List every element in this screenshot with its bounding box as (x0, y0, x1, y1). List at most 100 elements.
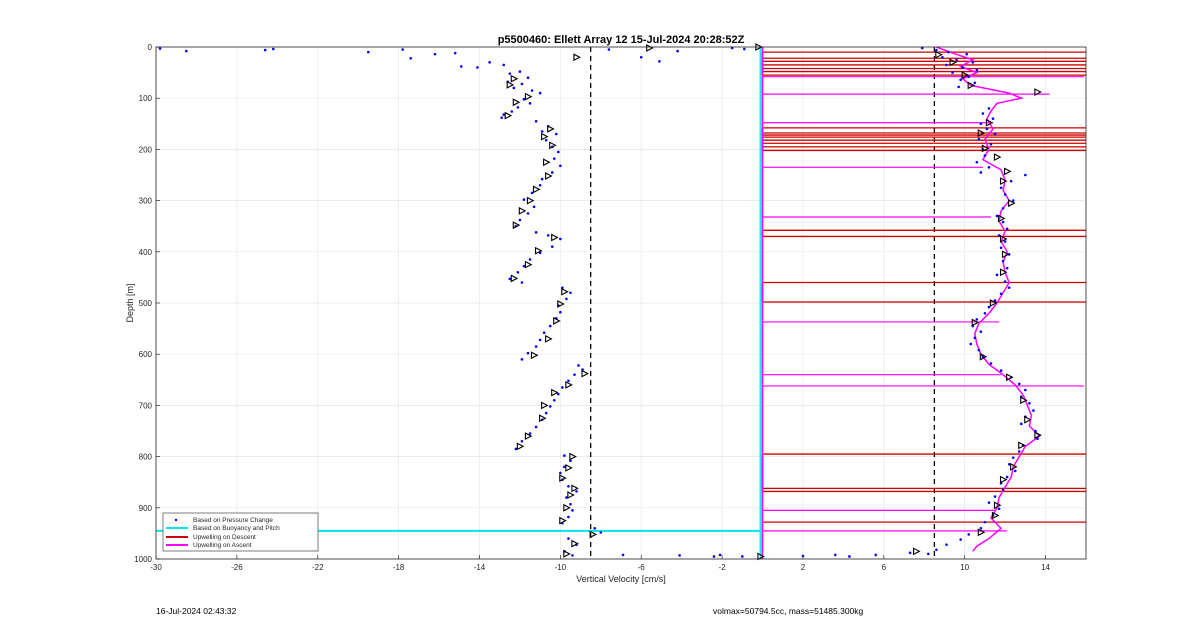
pressure-point-descent (577, 364, 580, 367)
pressure-point-descent (526, 351, 530, 355)
triangle-marker (999, 235, 1008, 243)
pressure-point-descent (557, 392, 560, 396)
pressure-point-descent (508, 72, 512, 75)
x-tick-label: -22 (312, 563, 324, 572)
pressure-point-descent (550, 171, 554, 174)
pressure-point-descent (538, 183, 542, 187)
pressure-point-ascent (927, 552, 930, 556)
triangle-marker (539, 414, 547, 423)
pressure-point-descent (555, 132, 558, 136)
pressure-point-descent (366, 50, 370, 54)
pressure-point-ascent (945, 63, 948, 67)
y-tick-label: 600 (139, 350, 153, 359)
triangle-marker (993, 153, 1002, 161)
pressure-point-descent (520, 281, 524, 284)
pressure-point-ascent (1003, 193, 1007, 196)
pressure-point-descent (526, 76, 530, 80)
pressure-point-descent (502, 63, 506, 67)
pressure-point-ascent (1007, 462, 1011, 466)
triangle-marker (1004, 167, 1012, 176)
triangle-marker (504, 111, 513, 120)
y-tick-label: 300 (139, 197, 153, 206)
triangle-marker (524, 260, 533, 269)
pressure-point-ascent (874, 553, 878, 557)
pressure-point-descent (741, 555, 744, 558)
pressure-point-descent (743, 47, 746, 51)
pressure-point-ascent (979, 122, 983, 126)
pressure-point-ascent (935, 548, 938, 552)
pressure-point-ascent (834, 553, 837, 557)
pressure-point-ascent (983, 154, 987, 157)
pressure-point-ascent (1024, 173, 1027, 177)
pressure-point-descent (520, 439, 524, 443)
pressure-point-descent (639, 55, 643, 59)
pressure-point-ascent (981, 355, 985, 359)
pressure-point-ascent (981, 112, 985, 115)
triangle-marker (1008, 199, 1016, 208)
pressure-point-descent (538, 338, 542, 342)
pressure-point-ascent (977, 137, 981, 141)
pressure-point-ascent (967, 75, 971, 78)
pressure-point-ascent (1011, 456, 1015, 459)
pressure-point-ascent (989, 362, 993, 365)
pressure-point-descent (571, 554, 574, 557)
pressure-point-ascent (941, 55, 944, 59)
triangle-marker (589, 530, 598, 539)
triangle-marker (559, 516, 567, 525)
y-tick-label: 900 (139, 504, 153, 513)
pressure-point-descent (548, 405, 552, 408)
legend-swatch-pressure (174, 518, 178, 522)
y-tick-label: 800 (139, 453, 153, 462)
triangle-marker (757, 552, 765, 561)
triangle-marker (999, 177, 1008, 186)
triangle-marker (1010, 462, 1018, 471)
footer-volmax-mass: volmax=50794.5cc, mass=51485.300kg (713, 606, 864, 616)
triangle-marker (961, 71, 970, 80)
pressure-point-descent (575, 490, 578, 493)
triangle-marker (571, 539, 579, 548)
pressure-point-descent (530, 191, 534, 195)
pressure-point-ascent (959, 538, 962, 541)
pressure-point-ascent (1009, 179, 1013, 183)
pressure-point-descent (557, 150, 560, 154)
y-tick-label: 1000 (134, 555, 152, 564)
pressure-point-descent (559, 471, 562, 475)
y-tick-label: 700 (139, 401, 153, 410)
pressure-point-ascent (1017, 382, 1021, 386)
x-tick-label: -10 (555, 563, 567, 572)
pressure-point-descent (512, 86, 516, 90)
pressure-point-descent (520, 358, 524, 361)
triangle-marker (571, 484, 579, 493)
triangle-marker (1006, 373, 1014, 382)
pressure-point-ascent (997, 234, 1001, 237)
footer-timestamp: 16-Jul-2024 02:43:32 (156, 606, 237, 616)
legend-box (162, 512, 319, 552)
pressure-point-descent (530, 89, 534, 92)
pressure-point-ascent (961, 66, 964, 69)
pressure-point-descent (567, 379, 570, 383)
triangle-marker (949, 58, 957, 67)
triangle-marker (506, 80, 515, 89)
triangle-marker (581, 369, 590, 378)
triangle-marker (563, 549, 571, 558)
triangle-marker (967, 81, 976, 90)
triangle-marker (569, 452, 577, 461)
x-axis-label: Vertical Velocity [cm/s] (576, 574, 666, 584)
pressure-point-descent (658, 60, 661, 63)
pressure-point-descent (565, 496, 568, 499)
pressure-point-ascent (987, 166, 991, 169)
pressure-point-descent (565, 297, 568, 301)
pressure-point-descent (522, 264, 526, 268)
triangle-marker (981, 144, 990, 153)
pressure-point-descent (516, 106, 520, 109)
triangle-marker (543, 158, 551, 167)
pressure-point-descent (567, 484, 570, 488)
pressure-point-descent (552, 398, 556, 402)
pressure-point-descent (550, 245, 554, 248)
pressure-point-ascent (1005, 266, 1009, 270)
triangle-marker (551, 233, 559, 242)
pressure-point-descent (718, 553, 722, 557)
triangle-marker (1034, 431, 1042, 439)
triangle-marker (551, 388, 559, 397)
